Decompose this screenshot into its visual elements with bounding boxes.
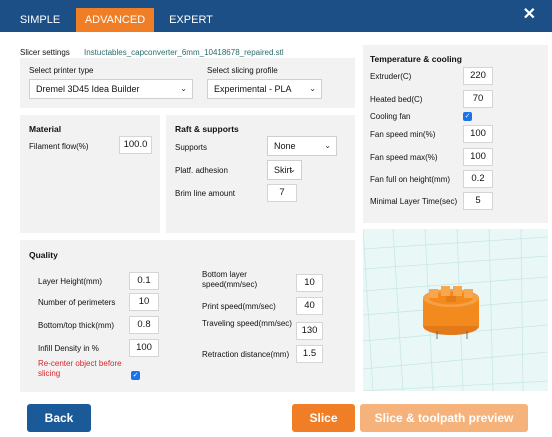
extruder-label: Extruder(C) [370, 72, 412, 81]
traveling-speed-label: Traveling speed(mm/sec) [202, 319, 292, 328]
bottom-top-thickness-label: Bottom/top thick(mm) [38, 321, 115, 330]
platform-adhesion-select[interactable]: Skirt ⌄ [267, 160, 302, 180]
print-speed-input[interactable]: 40 [296, 297, 323, 315]
filament-flow-label: Filament flow(%) [29, 142, 89, 151]
model-preview-viewport[interactable] [363, 229, 548, 391]
cooling-fan-label: Cooling fan [370, 112, 411, 121]
build-plate-grid [363, 229, 548, 391]
bottom-top-thickness-input[interactable]: 0.8 [129, 316, 159, 334]
slicing-profile-label: Select slicing profile [207, 66, 278, 75]
chevron-down-icon: ⌄ [309, 84, 316, 93]
slice-preview-button[interactable]: Slice & toolpath preview [360, 404, 528, 432]
supports-select[interactable]: None ⌄ [267, 136, 337, 156]
min-layer-time-label: Minimal Layer Time(sec) [370, 197, 458, 206]
close-icon[interactable]: ✕ [522, 6, 536, 23]
printer-type-value: Dremel 3D45 Idea Builder [36, 84, 140, 94]
printer-type-select[interactable]: Dremel 3D45 Idea Builder ⌄ [29, 79, 193, 99]
material-header: Material [29, 124, 62, 134]
chevron-down-icon: ⌄ [289, 165, 296, 174]
filament-flow-input[interactable]: 100.0 [119, 136, 152, 154]
platform-adhesion-label: Platf. adhesion [175, 166, 228, 175]
extruder-input[interactable]: 220 [463, 67, 493, 85]
heated-bed-input[interactable]: 70 [463, 90, 493, 108]
raft-supports-panel: Raft & supports Supports None ⌄ Platf. a… [166, 115, 355, 233]
print-speed-label: Print speed(mm/sec) [202, 302, 276, 311]
retraction-distance-label: Retraction distance(mm) [202, 350, 290, 359]
temperature-header: Temperature & cooling [370, 54, 462, 64]
slicer-settings-label: Slicer settings [20, 48, 70, 57]
back-button[interactable]: Back [27, 404, 91, 432]
supports-label: Supports [175, 143, 208, 152]
fan-speed-max-label: Fan speed max(%) [370, 153, 438, 162]
bottom-layer-speed-label: Bottom layer speed(mm/sec) [202, 270, 258, 289]
supports-value: None [274, 141, 296, 151]
tab-advanced[interactable]: ADVANCED [76, 8, 154, 32]
model-filename: Instuctables_capconverter_6mm_10418678_r… [84, 48, 284, 57]
quality-header: Quality [29, 250, 58, 260]
cooling-fan-checkbox[interactable]: ✓ [463, 112, 472, 121]
tab-simple[interactable]: SIMPLE [19, 14, 61, 26]
retraction-distance-input[interactable]: 1.5 [296, 345, 323, 363]
fan-full-height-input[interactable]: 0.2 [463, 170, 493, 188]
traveling-speed-input[interactable]: 130 [296, 322, 323, 340]
raft-supports-header: Raft & supports [175, 124, 239, 134]
material-panel: Material Filament flow(%) 100.0 [20, 115, 160, 233]
min-layer-time-input[interactable]: 5 [463, 192, 493, 210]
printer-type-label: Select printer type [29, 66, 94, 75]
temperature-panel: Temperature & cooling Extruder(C) 220 He… [363, 45, 548, 223]
brim-line-input[interactable]: 7 [267, 184, 297, 202]
chevron-down-icon: ⌄ [180, 84, 187, 93]
top-bar: SIMPLE ADVANCED EXPERT ✕ [0, 0, 552, 32]
slicing-profile-select[interactable]: Experimental - PLA ⌄ [207, 79, 322, 99]
fan-speed-max-input[interactable]: 100 [463, 148, 493, 166]
slicing-profile-value: Experimental - PLA [214, 84, 292, 94]
printer-panel: Select printer type Dremel 3D45 Idea Bui… [20, 58, 355, 108]
chevron-down-icon: ⌄ [324, 141, 331, 150]
slice-button[interactable]: Slice [292, 404, 355, 432]
perimeters-input[interactable]: 10 [129, 293, 159, 311]
infill-density-input[interactable]: 100 [129, 339, 159, 357]
fan-speed-min-label: Fan speed min(%) [370, 130, 436, 139]
perimeters-label: Number of perimeters [38, 298, 116, 307]
layer-height-input[interactable]: 0.1 [129, 272, 159, 290]
bottom-layer-speed-input[interactable]: 10 [296, 274, 323, 292]
recenter-label: Re-center object before slicing [38, 359, 122, 378]
layer-height-label: Layer Height(mm) [38, 277, 103, 286]
model-object [423, 286, 479, 335]
fan-full-height-label: Fan full on height(mm) [370, 175, 451, 184]
quality-panel: Quality Layer Height(mm) 0.1 Number of p… [20, 240, 355, 392]
recenter-checkbox[interactable]: ✓ [131, 371, 140, 380]
brim-line-label: Brim line amount [175, 189, 236, 198]
infill-density-label: Infill Density in % [38, 344, 99, 353]
platform-adhesion-value: Skirt [274, 165, 292, 175]
tab-expert[interactable]: EXPERT [169, 14, 213, 26]
heated-bed-label: Heated bed(C) [370, 95, 423, 104]
fan-speed-min-input[interactable]: 100 [463, 125, 493, 143]
